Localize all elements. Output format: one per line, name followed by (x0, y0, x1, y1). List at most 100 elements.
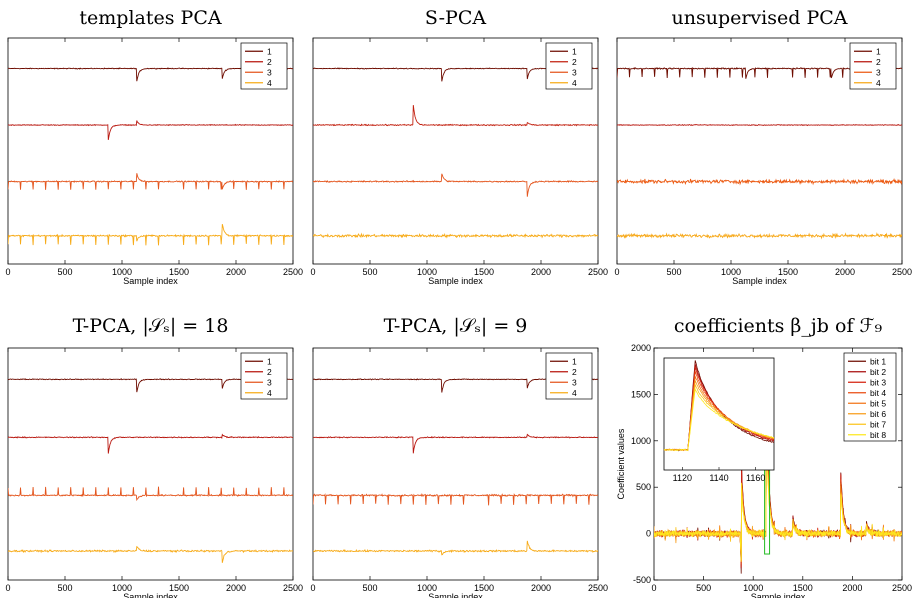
x-tick-label: 0 (310, 267, 315, 277)
x-tick-label: 2000 (842, 583, 862, 593)
x-axis-label: Sample index (123, 276, 178, 286)
inset-tick-label: 1120 (673, 473, 692, 483)
series-line-3 (313, 173, 598, 197)
legend-label: bit 8 (870, 430, 886, 440)
legend-label: 4 (267, 78, 272, 88)
y-tick-label: -500 (633, 575, 651, 585)
x-tick-label: 2000 (835, 267, 855, 277)
series-line-3 (8, 486, 293, 502)
x-tick-label: 2500 (283, 583, 303, 593)
panel-3: T-PCA, |𝒮ₛ| = 18 0 500 1000 1500 2000 2500 Samp… (5, 315, 303, 598)
y-tick-label: 500 (636, 482, 651, 492)
series-line-2 (8, 120, 293, 140)
x-tick-label: 1500 (169, 583, 189, 593)
x-tick-label: 1000 (743, 583, 763, 593)
panel-frame-4 (312, 347, 599, 581)
panel-title: coefficients β_jb of ℱ₉ (674, 315, 883, 337)
x-tick-label: 500 (696, 583, 711, 593)
panel-title: unsupervised PCA (671, 7, 847, 29)
legend-label: bit 6 (870, 409, 886, 419)
panel-frame-2 (616, 37, 903, 265)
x-tick-label: 2500 (892, 583, 912, 593)
x-axis-label: Sample index (123, 592, 178, 598)
x-tick-label: 0 (5, 583, 10, 593)
x-tick-label: 2500 (588, 267, 608, 277)
x-tick-label: 1000 (721, 267, 741, 277)
x-tick-label: 500 (57, 267, 72, 277)
legend-label: 4 (572, 388, 577, 398)
series-line-4 (617, 232, 902, 240)
y-axis-label: Coefficient values (616, 428, 626, 499)
x-tick-label: 2000 (531, 583, 551, 593)
legend (545, 42, 593, 90)
x-axis-label: Sample index (428, 276, 483, 286)
legend-label: 1 (572, 356, 577, 366)
series-line-2 (313, 433, 598, 454)
panel-4: T-PCA, |𝒮ₛ| = 9 0 500 1000 1500 2000 2500 Sampl… (310, 315, 608, 598)
x-tick-label: 2000 (226, 267, 246, 277)
series-line-2 (313, 105, 598, 127)
series-line-4 (313, 232, 598, 239)
legend (849, 42, 897, 90)
legend-label: 3 (267, 377, 272, 387)
x-tick-label: 1500 (474, 583, 494, 593)
x-tick-label: 500 (666, 267, 681, 277)
legend-label: bit 1 (870, 356, 886, 366)
y-tick-label: 1000 (631, 436, 651, 446)
legend-label: 4 (572, 78, 577, 88)
x-tick-label: 2500 (283, 267, 303, 277)
x-tick-label: 1000 (112, 267, 132, 277)
y-tick-label: 1500 (631, 389, 651, 399)
legend-label: 2 (267, 367, 272, 377)
legend (545, 352, 593, 400)
series-line-4 (8, 545, 293, 563)
legend-label: 3 (572, 377, 577, 387)
legend-label: bit 2 (870, 367, 886, 377)
legend-label: 2 (267, 57, 272, 67)
x-tick-label: 1500 (793, 583, 813, 593)
y-tick-label: 0 (646, 529, 651, 539)
series-line-3 (8, 173, 293, 190)
panel-frame-1 (312, 37, 599, 265)
x-tick-label: 1500 (169, 267, 189, 277)
x-tick-label: 0 (5, 267, 10, 277)
panel-title: S-PCA (425, 7, 486, 29)
x-tick-label: 0 (651, 583, 656, 593)
x-tick-label: 2500 (588, 583, 608, 593)
legend-label: 2 (572, 367, 577, 377)
legend-label: 3 (572, 67, 577, 77)
x-tick-label: 500 (57, 583, 72, 593)
panel-1: S-PCA 0 500 1000 1500 2000 2500 Sample index 123… (310, 7, 608, 286)
x-tick-label: 0 (310, 583, 315, 593)
panel-0: templates PCA 0 500 1000 1500 2000 2500 Sample … (5, 7, 303, 286)
panel-frame-3 (7, 347, 294, 581)
x-axis-label: Sample index (751, 592, 806, 598)
x-tick-label: 1000 (417, 583, 437, 593)
series-line-3 (617, 177, 902, 186)
legend-label: 2 (572, 57, 577, 67)
series-line-2 (617, 123, 902, 127)
panel-frame-0 (7, 37, 294, 265)
inset-line-bit-8 (664, 387, 775, 452)
panel-title: templates PCA (79, 7, 221, 29)
x-tick-label: 500 (362, 267, 377, 277)
inset-tick-label: 1140 (709, 473, 728, 483)
x-tick-label: 2000 (531, 267, 551, 277)
x-tick-label: 1500 (778, 267, 798, 277)
series-line-3 (313, 493, 598, 506)
series-line-4 (313, 540, 598, 556)
inset: 1120 1140 1160 (663, 357, 775, 483)
x-tick-label: 500 (362, 583, 377, 593)
series-line-4 (8, 223, 293, 246)
legend-label: 4 (267, 388, 272, 398)
series-line-2 (8, 433, 293, 454)
y-tick-label: 2000 (631, 343, 651, 353)
x-axis-label: Sample index (732, 276, 787, 286)
legend-label: 1 (876, 46, 881, 56)
x-tick-label: 2000 (226, 583, 246, 593)
legend-label: 1 (572, 46, 577, 56)
x-axis-label: Sample index (428, 592, 483, 598)
panel-5: coefficients β_jb of ℱ₉ 0 500 1000 1500 2000 2… (616, 315, 912, 598)
legend-label: 2 (876, 57, 881, 67)
